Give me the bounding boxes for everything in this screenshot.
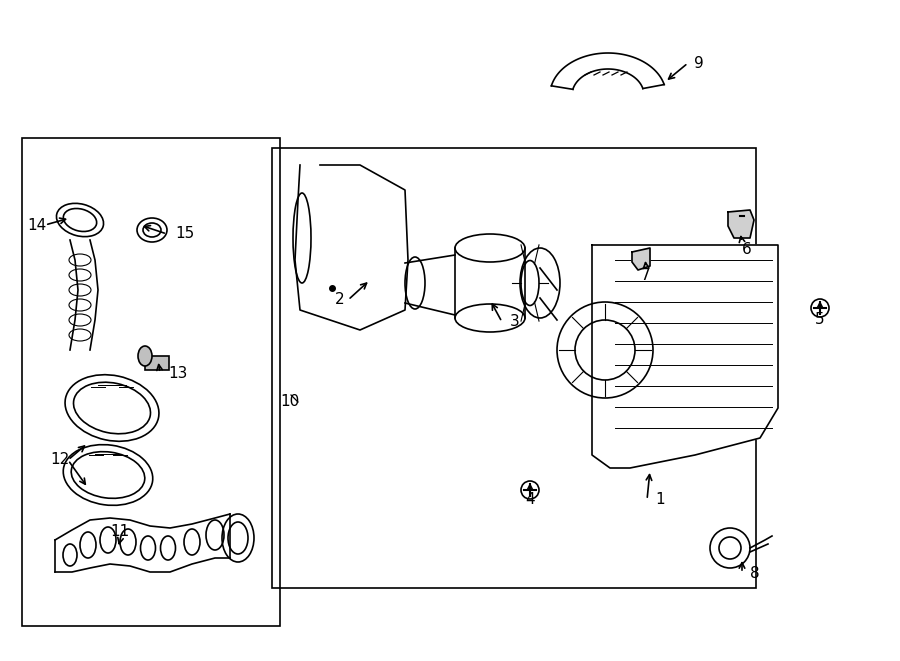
Bar — [22, 138, 280, 626]
Text: 3: 3 — [510, 315, 520, 329]
Text: 1: 1 — [655, 492, 664, 508]
Polygon shape — [295, 165, 408, 330]
Bar — [272, 148, 756, 588]
Text: 8: 8 — [750, 566, 760, 580]
Ellipse shape — [137, 218, 167, 242]
Text: 13: 13 — [168, 366, 187, 381]
Text: 11: 11 — [111, 524, 130, 539]
Polygon shape — [632, 248, 650, 270]
Text: 15: 15 — [175, 227, 194, 241]
Polygon shape — [592, 245, 778, 468]
Text: 12: 12 — [50, 453, 69, 467]
Text: 6: 6 — [742, 243, 751, 258]
Text: 2: 2 — [335, 293, 345, 307]
Text: 10: 10 — [280, 395, 299, 410]
Polygon shape — [728, 210, 754, 238]
Bar — [145, 356, 169, 370]
Ellipse shape — [138, 346, 152, 366]
Text: 9: 9 — [694, 56, 704, 71]
Text: 5: 5 — [815, 313, 824, 327]
Text: 7: 7 — [641, 268, 651, 282]
Text: 4: 4 — [526, 492, 535, 508]
Text: 14: 14 — [27, 217, 47, 233]
